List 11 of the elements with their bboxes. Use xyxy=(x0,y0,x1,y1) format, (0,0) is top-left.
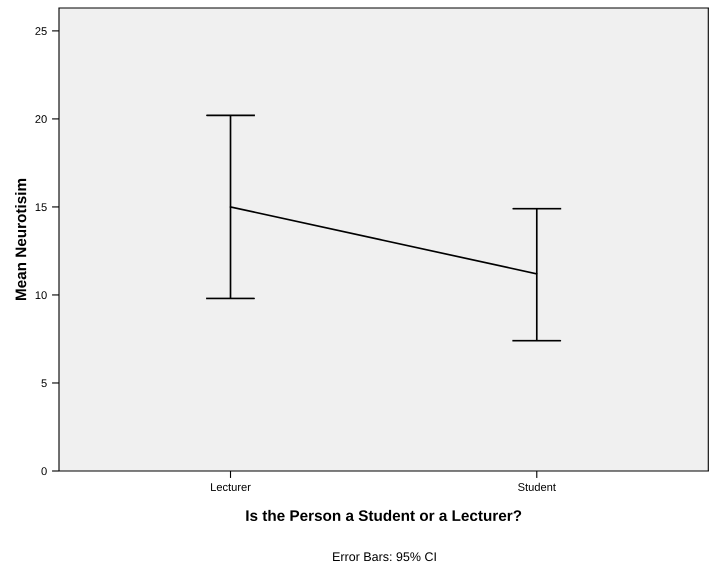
y-tick-label: 25 xyxy=(35,27,47,36)
y-tick-label: 10 xyxy=(36,291,47,300)
y-tick-label: 5 xyxy=(41,379,47,388)
x-axis-title: Is the Person a Student or a Lecturer? xyxy=(246,510,522,522)
y-tick-label: 0 xyxy=(41,467,47,476)
y-tick-label: 20 xyxy=(35,115,47,124)
x-tick-label: Student xyxy=(518,482,556,491)
x-tick-label: Lecturer xyxy=(211,483,251,491)
text: Error Bars: 95% CI xyxy=(333,552,436,562)
y-axis-title: Mean Neurotisim xyxy=(15,178,26,300)
y-tick-label: 15 xyxy=(36,203,47,212)
